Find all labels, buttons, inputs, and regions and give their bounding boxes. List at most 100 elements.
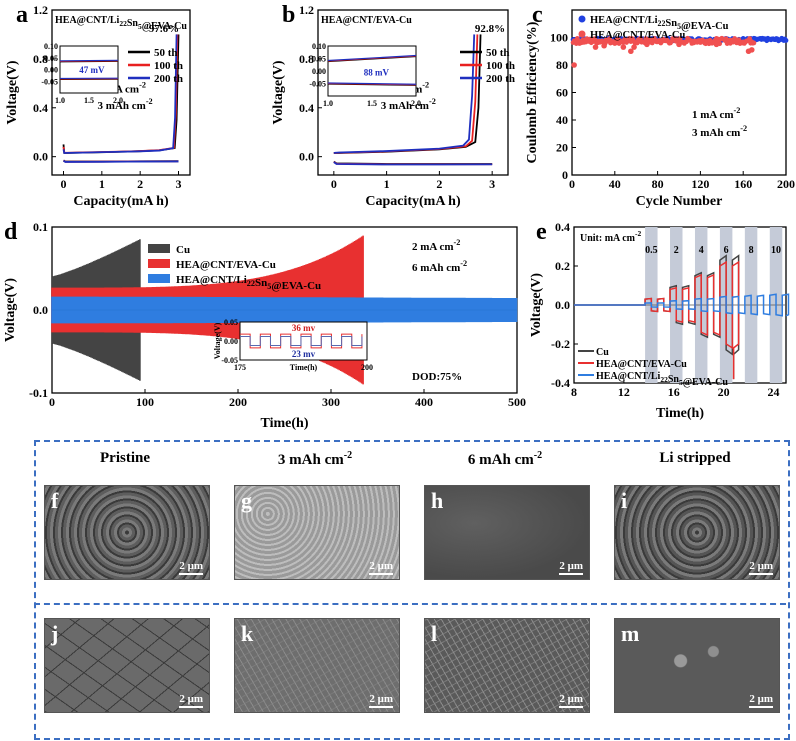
y-tick-label: 0.0: [555, 298, 570, 312]
sem-image-g: g 2 μm: [234, 485, 400, 580]
scale-bar-line: [559, 573, 583, 575]
y-tick-label: 0.4: [299, 101, 314, 115]
scale-bar-line: [179, 573, 203, 575]
y-tick-label: 20: [556, 141, 568, 155]
scale-bar: 2 μm: [749, 693, 773, 708]
x-tick-label: 16: [668, 385, 680, 399]
legend-swatch: [148, 274, 170, 283]
y-tick-label: 0.0: [33, 303, 48, 317]
scale-bar-label: 2 μm: [369, 560, 393, 572]
plot-frame: [317, 9, 509, 176]
legend-label: 50 th: [154, 47, 178, 59]
x-tick-label: 20: [718, 385, 730, 399]
chart-panel-e: 8 12 16 20 24-0.4-0.20.00.20.4Time(h)Voltage…: [529, 219, 790, 421]
y-tick-label: 0.8: [299, 52, 314, 66]
scale-bar: 2 μm: [179, 560, 203, 575]
data-point-eva-outlier: [713, 41, 720, 48]
scale-bar-label: 2 μm: [559, 560, 583, 572]
sem-panel-letter: i: [621, 488, 628, 513]
sem-image-i: i 2 μm: [614, 485, 780, 580]
y-tick-label: 0.4: [33, 101, 48, 115]
sem-image-m: m 2 μm: [614, 618, 780, 713]
scale-bar-line: [749, 706, 773, 708]
chart-title: HEA@CNT/EVA-Cu: [321, 15, 412, 26]
data-point-eva-outlier: [748, 47, 755, 53]
sem-image-h: h 2 μm: [424, 485, 590, 580]
y-tick-label: 60: [556, 86, 568, 100]
x-tick-label: 300: [322, 395, 340, 409]
y-tick-label: 80: [556, 58, 568, 72]
series-oscillation: [51, 296, 518, 324]
legend-marker: [578, 30, 586, 38]
inset-y-tick-label: 0.05: [224, 318, 238, 327]
panel-letter: d: [4, 219, 18, 245]
scale-bar-label: 2 μm: [749, 560, 773, 572]
inset-y-tick-label: 0.00: [224, 337, 238, 346]
sem-dashed-frame: [34, 440, 790, 740]
data-point-eva: [751, 40, 757, 46]
sem-image-l: l 2 μm: [424, 618, 590, 713]
x-tick-label: 200: [229, 395, 247, 409]
legend-marker: [578, 15, 586, 23]
series-rate-trace-HEA-CNT-Li22Sn5-EVA-Cu: [574, 293, 790, 317]
series-line-200-th-plating-: [63, 160, 179, 163]
y-tick-label: -0.1: [29, 386, 48, 400]
current-density-annotation: 1 mA cm-2: [692, 106, 740, 121]
y-axis-label: Voltage(V): [529, 273, 544, 337]
scale-bar-label: 2 μm: [369, 693, 393, 705]
scale-bar-label: 2 μm: [749, 693, 773, 705]
inset-y-tick-label: -0.05: [41, 77, 58, 86]
inset-x-tick-label: 1.5: [367, 99, 377, 108]
x-tick-label: 120: [691, 177, 709, 191]
y-tick-label: 100: [550, 31, 568, 45]
sem-panel-letter: h: [431, 488, 444, 513]
areal-capacity-annotation: 6 mAh cm-2: [412, 259, 467, 274]
legend-label: Cu: [176, 244, 190, 256]
sem-row-divider: [34, 603, 786, 605]
scale-bar-label: 2 μm: [179, 693, 203, 705]
inset-y-tick-label: -0.05: [309, 80, 326, 89]
rate-label: 0.5: [645, 245, 658, 256]
data-point-eva-outlier: [676, 41, 682, 48]
x-tick-label: 500: [508, 395, 526, 409]
unit-annotation: Unit: mA cm-2: [580, 229, 641, 244]
x-tick-label: 200: [777, 177, 795, 191]
y-tick-label: 1.2: [299, 3, 314, 17]
inset-voltage-trace: [240, 333, 363, 349]
data-point-eva-outlier: [592, 44, 599, 50]
panel-letter: b: [282, 2, 295, 28]
dod-annotation: DOD:75%: [412, 371, 462, 383]
data-point-eva-outlier: [620, 44, 627, 50]
x-axis-label: Time(h): [656, 406, 704, 421]
x-tick-label: 1: [99, 177, 105, 191]
chart-panel-b: 0 1 2 3 0.0 0.4 0.8 1.2 Capacity(mA h) Voltage(V)…: [271, 2, 515, 209]
inset-x-tick-label: 2.0: [113, 96, 123, 105]
rate-label: 2: [674, 245, 679, 256]
rate-label: 8: [749, 245, 754, 256]
inset-x-tick-label: 1.0: [55, 96, 65, 105]
y-tick-label: 0.0: [33, 150, 48, 164]
inset-y-axis-label: Voltage(V): [213, 322, 222, 359]
legend-label: HEA@CNT/Li22Sn5@EVA-Cu: [176, 274, 321, 292]
x-tick-label: 0: [49, 395, 55, 409]
legend-label: Cu: [596, 347, 609, 358]
efficiency-annotation: 97.6%: [149, 23, 179, 35]
chart-panel-c: 0 40 80 120 160 200 0 20 40 60 80 100 Cycle Number Co…: [525, 2, 795, 209]
plot-frame: [51, 9, 191, 176]
x-tick-label: 3: [176, 177, 182, 191]
series-line-200-th: [333, 34, 476, 154]
x-tick-label: 40: [609, 177, 621, 191]
inset-annotation-blue: 23 mv: [292, 349, 316, 359]
inset-x-tick-label: 200: [361, 363, 373, 372]
data-point-eva-outlier: [628, 48, 634, 55]
inset-y-tick-label: 0.00: [44, 66, 58, 75]
panel-letter: c: [532, 2, 543, 28]
inset-y-tick-label: 0.10: [312, 42, 326, 51]
x-tick-label: 12: [618, 385, 630, 399]
areal-capacity-annotation: 3 mAh cm-2: [381, 97, 436, 112]
scale-bar: 2 μm: [559, 693, 583, 708]
series-line-200-th-plating-: [333, 161, 493, 166]
series-line-200-th: [62, 34, 178, 154]
x-tick-label: 1: [384, 177, 390, 191]
y-tick-label: 0.8: [33, 52, 48, 66]
